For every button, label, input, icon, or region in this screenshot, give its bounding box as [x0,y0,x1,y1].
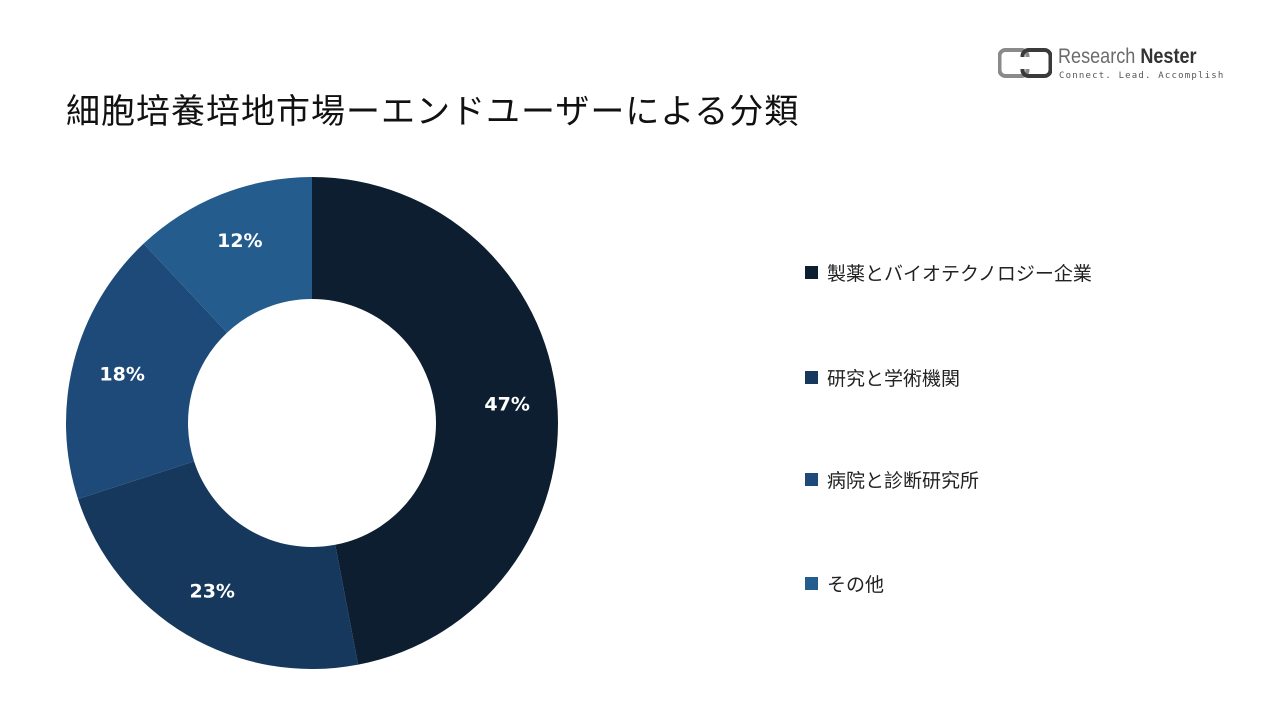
logo-name: Research Nester [1058,45,1197,69]
donut-slice-2 [78,461,359,669]
legend-item-2: 研究と学術機関 [805,364,960,391]
slice-value-label-2: 23% [189,581,234,603]
logo-icon [998,48,1052,78]
logo-tagline: Connect. Lead. Accomplish [1059,71,1225,81]
donut-slice-1 [312,177,558,665]
donut-chart: 47% 23% 18% 12% [66,177,558,669]
legend-swatch [805,473,818,486]
legend-label: その他 [827,574,885,596]
legend-label: 病院と診断研究所 [827,470,980,492]
legend-item-3: 病院と診断研究所 [805,466,979,493]
legend-swatch [805,577,818,590]
legend-swatch [805,266,818,279]
legend-label: 研究と学術機関 [827,368,961,390]
logo-name-bold: Nester [1140,45,1197,68]
legend-item-1: 製薬とバイオテクノロジー企業 [805,259,1092,286]
donut-slice-3 [66,243,228,500]
slice-value-label-1: 47% [484,394,529,416]
donut-slice-4 [143,177,312,333]
slice-value-label-3: 18% [99,363,144,385]
legend-swatch [805,371,818,384]
chart-title: 細胞培養培地市場ーエンドユーザーによる分類 [66,92,800,132]
slice-value-label-4: 12% [217,230,262,252]
logo-name-light: Research [1058,45,1141,68]
research-nester-logo: Research Nester Connect. Lead. Accomplis… [998,44,1228,88]
legend-label: 製薬とバイオテクノロジー企業 [827,263,1092,285]
legend-item-4: その他 [805,570,884,597]
